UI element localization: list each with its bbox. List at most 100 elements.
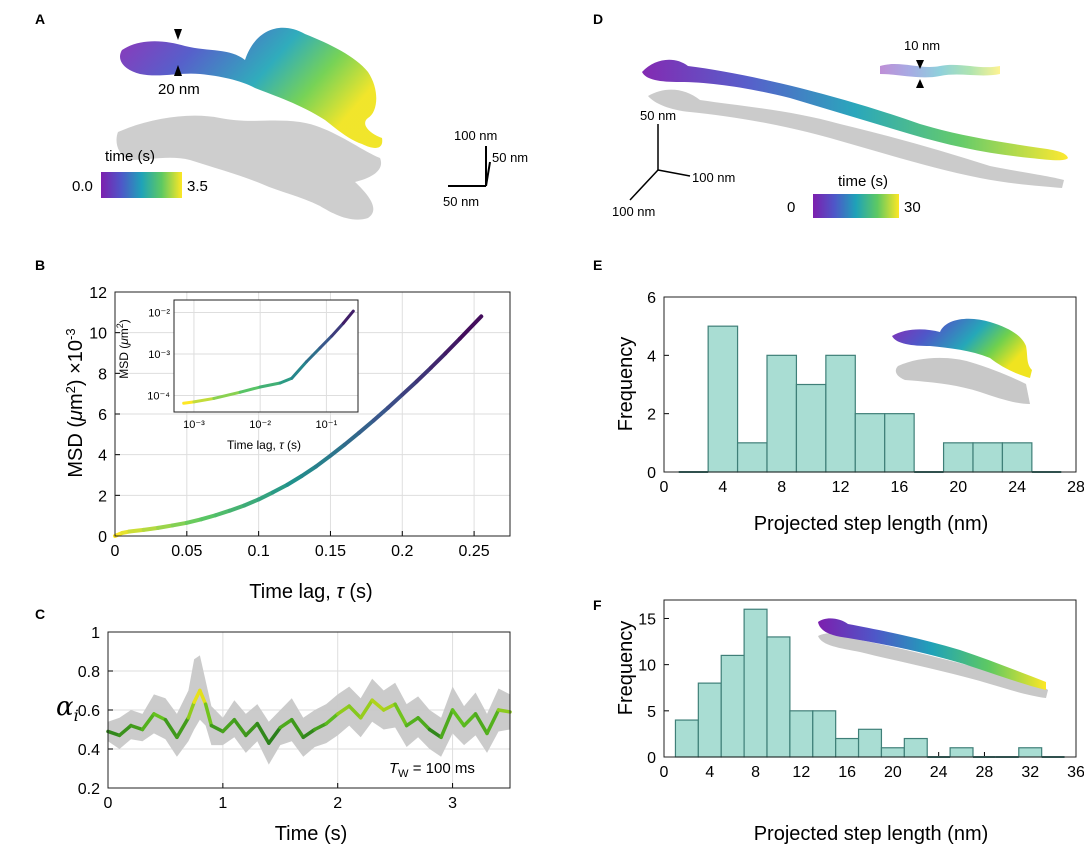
inset-xtick-label: 10⁻¹ (316, 419, 338, 431)
c-axes-box (107, 631, 511, 789)
inset-b: 10⁻³ 10⁻² 10⁻¹ 10⁻⁴ 10⁻³ 10⁻² MSD (μm2) Time … (115, 299, 359, 452)
e-bar (736, 442, 768, 473)
e-bar (1001, 442, 1033, 473)
colorbar-title-a: time (s) (105, 148, 155, 165)
e-xtick-label: 16 (891, 479, 909, 496)
inset-curve-segment (330, 321, 345, 338)
b-ytick-label: 6 (98, 407, 107, 424)
b-ytick-label: 0 (98, 529, 107, 546)
f-xtick-label: 24 (930, 764, 948, 781)
msd-curve-segment (314, 453, 333, 469)
f-xtick-label: 0 (660, 764, 669, 781)
inset-curve-segment (182, 400, 196, 405)
msd-curve-segment (256, 490, 275, 502)
axis-label-a-vertical: 100 nm (454, 128, 497, 143)
inset-curve-segment (212, 390, 242, 400)
panel-label-a: A (35, 11, 45, 27)
msd-curve-segment (199, 513, 218, 522)
e-bar (854, 413, 886, 473)
trajectory-thumbnail-f (818, 618, 1048, 698)
msd-curve-segment (457, 314, 484, 341)
f-ytick-label: 15 (638, 611, 656, 628)
chart-c: 0 1 2 3 0.2 0.4 0.6 0.8 1 (78, 625, 512, 812)
e-xtick-label: 0 (660, 479, 669, 496)
e-bar (795, 383, 827, 473)
e-xtick-label: 4 (718, 479, 727, 496)
e-xtick-label: 8 (777, 479, 786, 496)
msd-curve-segment (285, 474, 304, 487)
xlabel-b: Time lag, τ (s) (249, 581, 372, 603)
f-bar (674, 719, 699, 758)
msd-curve-segment (127, 527, 146, 534)
alpha-curve-segment (427, 727, 443, 740)
b-ytick-label: 8 (98, 366, 107, 383)
alpha-curve-segment (301, 727, 317, 740)
alpha-curve-segment (129, 723, 145, 732)
c-ytick-label: 0.8 (78, 664, 100, 681)
msd-curve-segment (156, 523, 175, 530)
alpha-curve-segment (152, 712, 168, 722)
c-ytick-label: 0.2 (78, 781, 100, 798)
f-xtick-label: 4 (705, 764, 714, 781)
e-bar (884, 413, 915, 473)
alpha-curve-segment (221, 718, 237, 734)
f-xtick-label: 28 (976, 764, 994, 781)
alpha-curve-segment (393, 702, 409, 728)
f-bar (789, 710, 814, 758)
ylabel-b-inset: MSD (μm2) (115, 319, 131, 379)
trajectory-thumbnail-e (892, 318, 1032, 404)
f-bar (903, 737, 928, 758)
b-xtick-label: 0.05 (171, 543, 202, 560)
alpha-curve-segment (117, 723, 133, 738)
b-xtick-label: 0.25 (459, 543, 490, 560)
inset-curve-segment (304, 346, 322, 364)
panel-f: F 0 4 8 12 16 20 24 28 32 36 0 5 10 15 Frequency Proj… (593, 597, 1084, 845)
alpha-curve-segment (347, 704, 363, 720)
msd-curve-segment (414, 365, 433, 384)
alpha-curve-segment (450, 708, 466, 728)
b-ytick-label: 2 (98, 488, 107, 505)
f-ytick-label: 5 (647, 704, 656, 721)
alpha-curve-segment (381, 702, 397, 712)
b-axes-box (114, 291, 511, 537)
ylabel-e: Frequency (615, 337, 637, 432)
arrowhead-down-d (916, 60, 924, 69)
f-bar (812, 710, 837, 758)
alpha-curve-segment (358, 698, 374, 720)
msd-curve-segment (213, 508, 232, 518)
panel-label-d: D (593, 11, 603, 27)
alpha-curve-segment (106, 729, 122, 738)
f-xtick-label: 8 (751, 764, 760, 781)
c-xtick-label: 3 (448, 795, 457, 812)
e-xtick-label: 28 (1067, 479, 1084, 496)
e-xtick-label: 20 (949, 479, 967, 496)
annotation-c-main: T (389, 760, 400, 777)
msd-curve-segment (242, 497, 261, 508)
msd-curve-segment (141, 525, 161, 532)
msd-curve-segment (328, 442, 347, 458)
c-ytick-label: 0.6 (78, 703, 100, 720)
f-bar (743, 608, 768, 758)
b-xtick-label: 0.2 (391, 543, 413, 560)
ylabel-b: MSD (μm2) ×10-3 (63, 328, 87, 477)
scale-axes-a: 100 nm 50 nm 50 nm (443, 128, 528, 209)
alpha-curve-segment (255, 721, 271, 745)
c-xtick-label: 1 (218, 795, 227, 812)
colorbar-min-a: 0.0 (72, 178, 93, 195)
f-axes-box (663, 599, 1077, 758)
alpha-curve-segment (404, 716, 420, 728)
msd-curve-segment (357, 418, 376, 435)
e-bar (825, 354, 856, 473)
b-ytick-label: 12 (89, 285, 107, 302)
ylabel-f: Frequency (615, 621, 637, 716)
annotation-c-rest: = 100 ms (409, 760, 475, 777)
panel-label-e: E (593, 257, 602, 273)
panel-label-f: F (593, 597, 602, 613)
colorbar-min-d: 0 (787, 199, 795, 216)
alpha-curve-segment (439, 708, 455, 740)
panel-a: A 20 nm time (s) 0.0 3.5 100 nm 50 nm 50… (35, 11, 528, 220)
alpha-curve-segment (267, 725, 283, 745)
panel-b: B 0 0.05 0.1 0.15 0.2 0.25 0 2 4 6 8 10 12 MSD (μm2)… (35, 257, 511, 603)
b-ytick-label: 4 (98, 448, 107, 465)
